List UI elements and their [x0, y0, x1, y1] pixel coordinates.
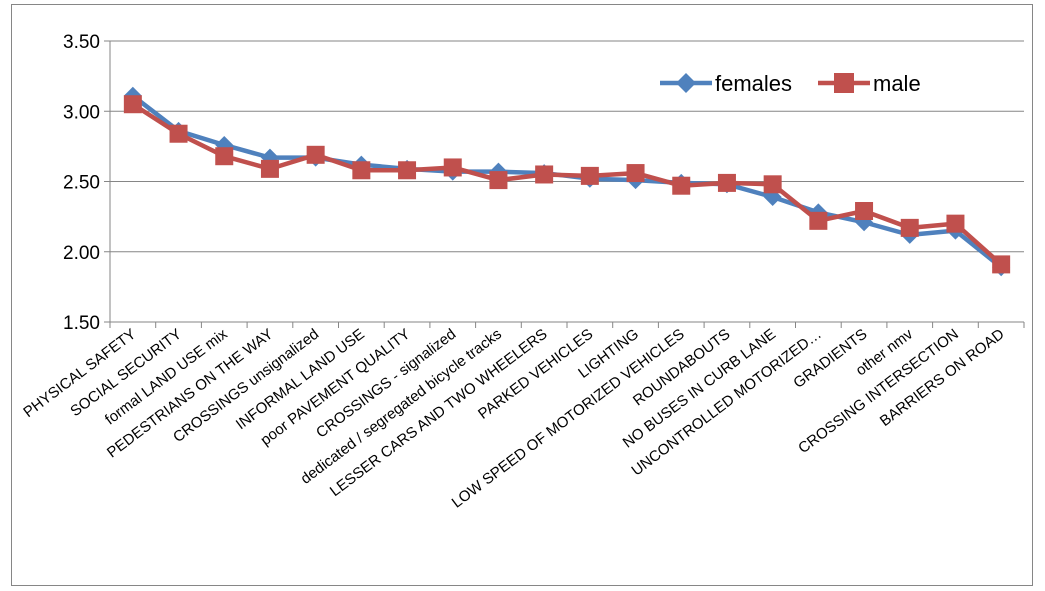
y-tick-label: 2.50 — [63, 173, 100, 194]
legend-marker — [834, 73, 854, 93]
chart-area: 1.50 2.00 2.50 3.00 3.50 PHYSICAL SAFETY SOCI… — [11, 4, 1033, 586]
series-male — [123, 95, 1011, 274]
y-tick-label: 3.00 — [63, 102, 100, 123]
data-point — [352, 161, 371, 180]
data-point — [260, 159, 279, 178]
data-point — [672, 176, 691, 195]
data-point — [398, 161, 417, 180]
data-point — [809, 211, 828, 230]
data-point — [763, 175, 782, 194]
data-point — [855, 202, 874, 221]
legend-entry: females — [660, 71, 792, 96]
data-point — [946, 214, 965, 233]
data-point — [215, 147, 234, 166]
data-point — [443, 158, 462, 177]
legend: females male — [660, 71, 921, 96]
data-point — [992, 255, 1011, 274]
y-tick-labels: 1.50 2.00 2.50 3.00 3.50 — [63, 32, 100, 334]
series-lines — [123, 86, 1011, 277]
data-point — [489, 171, 508, 190]
data-point — [123, 95, 142, 114]
y-tick-label: 3.50 — [63, 32, 100, 53]
data-point — [535, 165, 554, 184]
axes — [104, 40, 1025, 328]
legend-marker — [676, 73, 696, 93]
data-point — [169, 124, 188, 143]
legend-label: male — [873, 71, 921, 96]
legend-label: females — [715, 71, 792, 96]
gridlines — [110, 40, 1024, 253]
legend-entry: male — [818, 71, 921, 96]
y-tick-label: 1.50 — [63, 313, 100, 334]
data-point — [900, 218, 919, 237]
data-point — [306, 145, 325, 164]
y-tick-label: 2.00 — [63, 243, 100, 264]
series-line — [131, 102, 1003, 267]
data-point — [626, 164, 645, 183]
data-point — [717, 173, 736, 192]
data-point — [580, 166, 599, 185]
line-chart: 1.50 2.00 2.50 3.00 3.50 PHYSICAL SAFETYSOCI… — [20, 32, 1025, 512]
